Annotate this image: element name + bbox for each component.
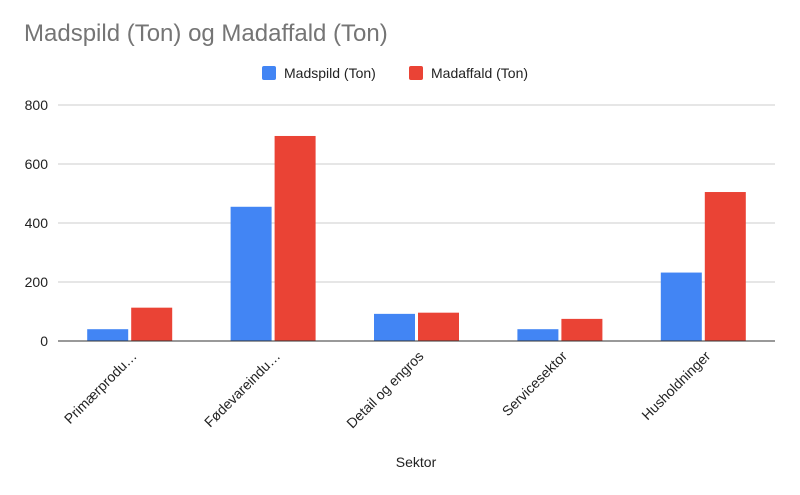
y-axis-ticks: 0 200 400 600 800 [25,97,49,349]
bar-madspild-0 [87,329,129,341]
x-tick-label: Fødevareindu… [201,348,283,430]
x-tick-label: Primærprodu… [61,348,140,427]
legend-swatch [409,66,423,80]
x-tick-label: Husholdninger [638,348,713,423]
legend-label: Madspild (Ton) [284,65,376,81]
y-tick-label: 200 [25,274,49,290]
bar-madaffald-1 [274,135,316,341]
bar-madaffald-4 [704,192,746,341]
y-tick-label: 0 [40,333,48,349]
y-tick-label: 600 [25,156,49,172]
x-tick-label: Servicesektor [499,348,571,420]
legend-swatch [262,66,276,80]
x-axis-title: Sektor [396,454,437,470]
x-axis-ticks: Primærprodu… Fødevareindu… Detail og engro… [61,348,714,432]
legend: Madspild (Ton) Madaffald (Ton) [262,65,528,81]
x-tick-label: Detail og engros [343,348,426,431]
bar-madaffald-3 [561,318,603,341]
bar-madspild-2 [374,313,415,341]
bar-madspild-4 [660,272,702,341]
gridlines [58,104,775,283]
bar-madaffald-2 [418,312,459,341]
y-tick-label: 400 [25,215,49,231]
bar-madspild-1 [230,206,272,341]
chart-title: Madspild (Ton) og Madaffald (Ton) [24,20,388,47]
y-tick-label: 800 [25,97,49,113]
bar-madspild-3 [517,329,559,341]
legend-label: Madaffald (Ton) [431,65,528,81]
bars [87,135,746,341]
bar-madaffald-0 [131,307,173,341]
